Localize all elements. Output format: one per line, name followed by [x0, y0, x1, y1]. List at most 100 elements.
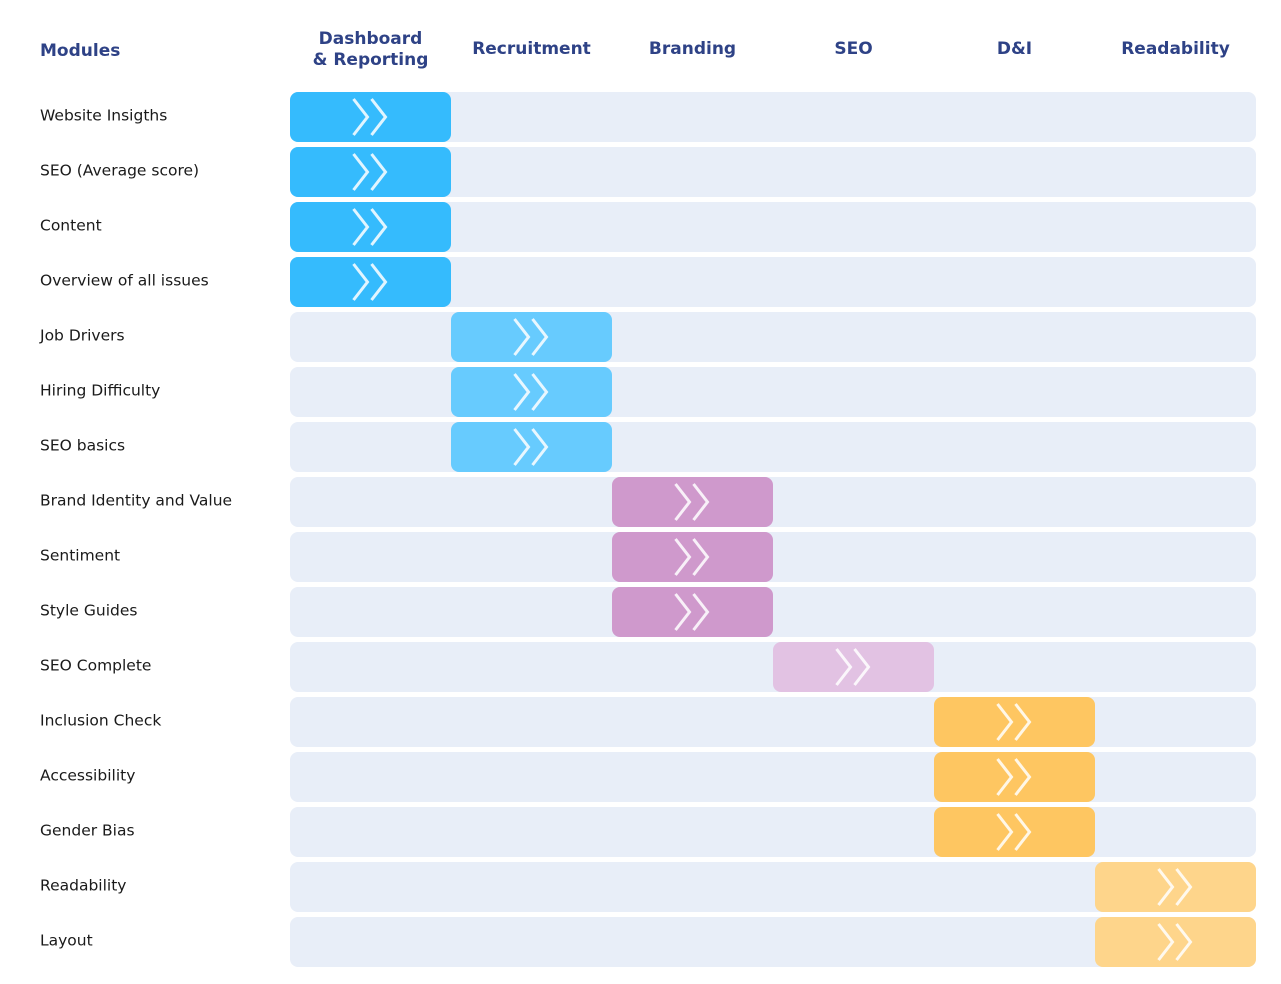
row-track [290, 92, 1256, 142]
chevron [370, 98, 388, 136]
module-cell-bg [934, 807, 1095, 857]
module-cell [934, 697, 1095, 747]
chevron [1014, 703, 1032, 741]
row-label: Brand Identity and Value [40, 492, 232, 510]
module-cell [290, 92, 451, 142]
chevron [674, 538, 692, 576]
chevron [352, 208, 370, 246]
module-cell [451, 367, 612, 417]
module-cell [451, 422, 612, 472]
row-track [290, 422, 1256, 472]
row-label: Sentiment [40, 547, 120, 565]
row-track [290, 312, 1256, 362]
module-cell-bg [934, 752, 1095, 802]
module-cell [612, 532, 773, 582]
module-cell-bg [773, 642, 934, 692]
column-header: & Reporting [313, 50, 429, 70]
module-cell [1095, 917, 1256, 967]
chevron [352, 153, 370, 191]
module-cell-bg [612, 477, 773, 527]
row-label: Gender Bias [40, 822, 135, 840]
row-track [290, 202, 1256, 252]
module-cell-bg [934, 697, 1095, 747]
module-cell-bg [451, 367, 612, 417]
chevron [1014, 758, 1032, 796]
row-label: SEO (Average score) [40, 162, 199, 180]
chevron [1157, 923, 1175, 961]
column-header: SEO [834, 39, 872, 59]
chevron [692, 593, 710, 631]
module-cell [290, 202, 451, 252]
module-cell [290, 257, 451, 307]
row-label: Content [40, 217, 102, 235]
row-track [290, 807, 1256, 857]
row-label: Hiring Difficulty [40, 382, 160, 400]
module-cell [290, 147, 451, 197]
row-label: Accessibility [40, 767, 135, 785]
module-cell [934, 807, 1095, 857]
chevron [692, 483, 710, 521]
row-track [290, 862, 1256, 912]
chevron [853, 648, 871, 686]
chevron [1157, 868, 1175, 906]
module-cell-bg [612, 587, 773, 637]
chevron [531, 318, 549, 356]
column-header: Recruitment [472, 39, 591, 59]
module-cell [773, 642, 934, 692]
row-label: Overview of all issues [40, 272, 209, 290]
chevron [692, 538, 710, 576]
row-label: Layout [40, 932, 93, 950]
module-cell-bg [290, 147, 451, 197]
chevron [370, 153, 388, 191]
row-track [290, 752, 1256, 802]
module-cell-bg [612, 532, 773, 582]
header-title: Modules [40, 41, 120, 61]
chevron [1175, 868, 1193, 906]
column-header: Branding [649, 39, 736, 59]
column-header: D&I [997, 39, 1032, 59]
row-track [290, 147, 1256, 197]
chevron [1175, 923, 1193, 961]
column-header: Dashboard [319, 29, 423, 49]
row-label: SEO basics [40, 437, 125, 455]
chevron [674, 483, 692, 521]
module-cell-bg [290, 257, 451, 307]
chevron [513, 428, 531, 466]
column-header: Readability [1121, 39, 1230, 59]
chevron [531, 428, 549, 466]
chevron [996, 703, 1014, 741]
chevron [370, 208, 388, 246]
module-cell [612, 587, 773, 637]
chevron [996, 758, 1014, 796]
row-label: Inclusion Check [40, 712, 161, 730]
chevron [513, 373, 531, 411]
row-label: SEO Complete [40, 657, 151, 675]
row-track [290, 917, 1256, 967]
module-cell [451, 312, 612, 362]
chevron [531, 373, 549, 411]
chevron [513, 318, 531, 356]
module-cell-bg [1095, 862, 1256, 912]
chevron [674, 593, 692, 631]
row-track [290, 367, 1256, 417]
module-cell [612, 477, 773, 527]
chevron [352, 263, 370, 301]
module-cell-bg [1095, 917, 1256, 967]
module-cell-bg [290, 92, 451, 142]
chevron [352, 98, 370, 136]
row-label: Style Guides [40, 602, 137, 620]
chevron [996, 813, 1014, 851]
chevron [1014, 813, 1032, 851]
row-track [290, 697, 1256, 747]
chevron [835, 648, 853, 686]
chevron [370, 263, 388, 301]
module-cell-bg [290, 202, 451, 252]
row-track [290, 257, 1256, 307]
row-label: Job Drivers [39, 327, 125, 345]
module-cell-bg [451, 312, 612, 362]
module-cell [1095, 862, 1256, 912]
row-label: Website Insigths [40, 107, 167, 125]
module-cell [934, 752, 1095, 802]
